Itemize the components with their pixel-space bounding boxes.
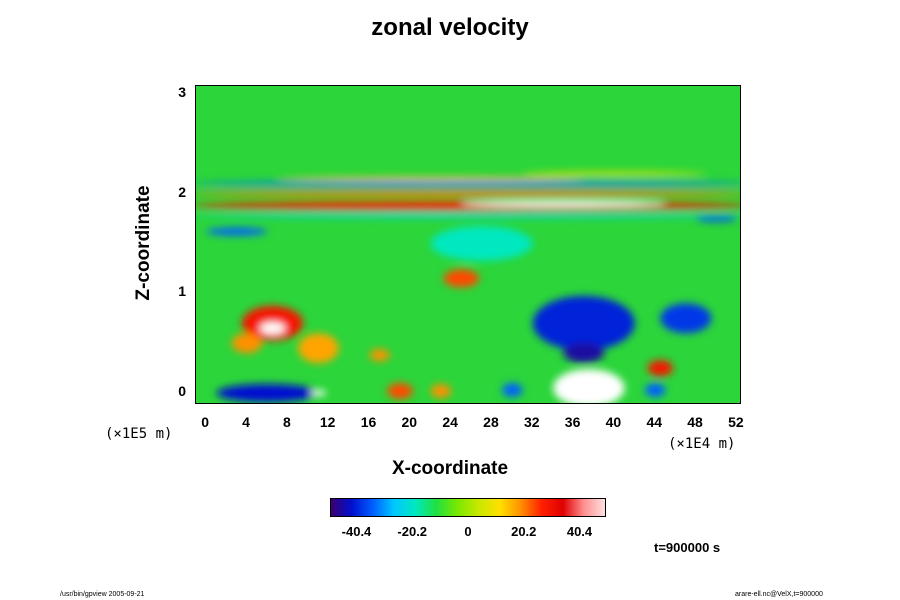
velocity-cell <box>660 303 712 334</box>
y-tick-label: 0 <box>178 383 186 400</box>
x-tick-label: 40 <box>605 414 622 430</box>
y-tick-label: 2 <box>178 183 186 200</box>
heatmap-canvas <box>196 86 740 403</box>
velocity-cell <box>259 322 286 335</box>
footer-right: arare-ell.nc@VelX,t=900000 <box>735 591 823 598</box>
velocity-cell <box>430 226 533 261</box>
x-tick-label: 44 <box>646 414 663 430</box>
x-tick-label: 8 <box>282 414 291 430</box>
velocity-cell <box>387 383 413 400</box>
velocity-cell <box>231 333 263 354</box>
x-tick-label: 28 <box>483 414 499 430</box>
x-tick-label: 12 <box>319 414 336 430</box>
velocity-cell <box>196 201 740 211</box>
x-tick-label: 0 <box>201 414 210 430</box>
y-axis-title: Z-coordinate <box>133 185 154 301</box>
velocity-cell <box>310 390 327 397</box>
velocity-cell <box>522 171 707 176</box>
velocity-cell <box>645 383 666 398</box>
x-tick-label: 48 <box>687 414 703 430</box>
x-axis-title: X-coordinate <box>391 458 509 479</box>
colorbar <box>330 498 606 517</box>
velocity-cell <box>196 181 740 187</box>
velocity-cell <box>647 360 674 377</box>
velocity-cell <box>563 343 605 364</box>
velocity-cell <box>502 383 523 398</box>
x-tick-label: 4 <box>242 414 250 430</box>
colorbar-tick-label: -40.4 <box>341 524 372 539</box>
colorbar-tick-label: -20.2 <box>397 524 428 539</box>
x-unit-label: (×1E4 m) <box>668 436 736 452</box>
velocity-cell <box>369 349 390 362</box>
x-tick-label: 20 <box>401 414 418 430</box>
x-tick-label: 52 <box>728 414 744 430</box>
x-tick-label: 32 <box>523 414 540 430</box>
x-tick-label: 24 <box>442 414 458 430</box>
chart-title: zonal velocity <box>371 14 529 41</box>
colorbar-tick-label: 20.2 <box>511 524 537 539</box>
velocity-cell <box>277 176 584 181</box>
velocity-cell <box>196 213 740 218</box>
colorbar-tick-label: 40.4 <box>566 524 593 539</box>
velocity-cell <box>298 333 339 364</box>
velocity-cell <box>206 227 268 236</box>
time-label: t=900000 s <box>654 540 721 555</box>
y-tick-label: 3 <box>178 83 186 100</box>
y-tick-label: 1 <box>178 283 186 300</box>
y-unit-label: (×1E5 m) <box>105 426 173 442</box>
velocity-cell <box>216 384 319 403</box>
colorbar-tick-label: 0 <box>464 524 472 539</box>
velocity-cell <box>532 295 635 351</box>
footer-left: /usr/bin/gpview 2005-09-21 <box>60 591 145 598</box>
velocity-cell <box>443 269 480 288</box>
x-tick-label: 36 <box>564 414 581 430</box>
velocity-cell <box>553 369 625 403</box>
velocity-cell <box>196 190 740 197</box>
plot-area <box>195 85 741 404</box>
x-tick-label: 16 <box>360 414 377 430</box>
velocity-cell <box>461 200 666 207</box>
velocity-cell <box>430 384 452 399</box>
velocity-cell <box>696 215 737 222</box>
